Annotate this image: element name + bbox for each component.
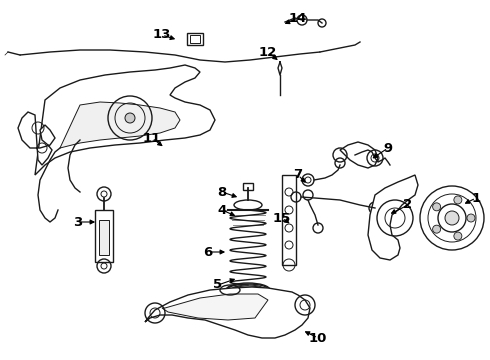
Circle shape (433, 225, 441, 233)
Text: 2: 2 (403, 198, 413, 211)
Text: 1: 1 (471, 192, 481, 204)
Text: 15: 15 (273, 211, 291, 225)
Text: 14: 14 (289, 12, 307, 24)
Circle shape (125, 113, 135, 123)
Text: 5: 5 (214, 279, 222, 292)
Text: 7: 7 (294, 168, 302, 181)
Text: 9: 9 (384, 141, 392, 154)
Polygon shape (368, 175, 418, 260)
FancyBboxPatch shape (95, 210, 113, 262)
Polygon shape (145, 287, 310, 338)
Text: 3: 3 (74, 216, 83, 229)
FancyBboxPatch shape (99, 220, 109, 255)
Text: 4: 4 (218, 203, 227, 216)
Text: 11: 11 (143, 131, 161, 144)
FancyBboxPatch shape (282, 175, 296, 265)
Circle shape (467, 214, 475, 222)
Polygon shape (35, 65, 215, 175)
Text: 12: 12 (259, 45, 277, 58)
Polygon shape (340, 142, 378, 168)
Text: 10: 10 (309, 332, 327, 345)
Polygon shape (18, 112, 55, 165)
Text: 8: 8 (218, 185, 227, 198)
Circle shape (445, 211, 459, 225)
FancyBboxPatch shape (187, 33, 203, 45)
Polygon shape (162, 294, 268, 320)
Circle shape (433, 203, 441, 211)
Polygon shape (60, 102, 180, 148)
Circle shape (454, 196, 462, 204)
Text: 13: 13 (153, 28, 171, 41)
Circle shape (454, 232, 462, 240)
Text: 6: 6 (203, 246, 213, 258)
FancyBboxPatch shape (243, 183, 253, 190)
